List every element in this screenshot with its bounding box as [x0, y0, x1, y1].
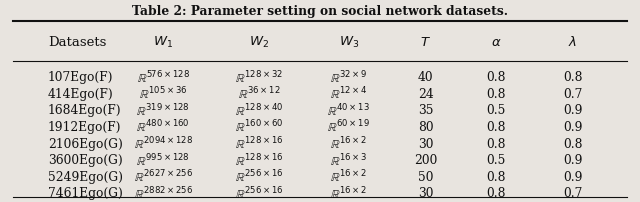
Text: 414Ego(F): 414Ego(F): [48, 88, 114, 101]
Text: 0.5: 0.5: [486, 104, 506, 117]
Text: $\mathbb{R}^{2094\times 128}$: $\mathbb{R}^{2094\times 128}$: [134, 136, 193, 152]
Text: $\mathbb{R}^{128\times 16}$: $\mathbb{R}^{128\times 16}$: [235, 136, 284, 152]
Text: 7461Ego(G): 7461Ego(G): [48, 187, 123, 200]
Text: $\mathbb{R}^{36\times 12}$: $\mathbb{R}^{36\times 12}$: [238, 86, 280, 103]
Text: $\mathbb{R}^{128\times 32}$: $\mathbb{R}^{128\times 32}$: [236, 69, 283, 86]
Text: 1912Ego(F): 1912Ego(F): [48, 121, 122, 134]
Text: $\mathbb{R}^{576\times 128}$: $\mathbb{R}^{576\times 128}$: [136, 69, 190, 86]
Text: $\mathbb{R}^{319\times 128}$: $\mathbb{R}^{319\times 128}$: [136, 103, 190, 119]
Text: $\mathbb{R}^{995\times 128}$: $\mathbb{R}^{995\times 128}$: [136, 152, 190, 169]
Text: $\alpha$: $\alpha$: [491, 36, 501, 49]
Text: $\mathbb{R}^{12\times 4}$: $\mathbb{R}^{12\times 4}$: [330, 86, 367, 103]
Text: 1684Ego(F): 1684Ego(F): [48, 104, 122, 117]
Text: 30: 30: [418, 138, 433, 150]
Text: 0.9: 0.9: [563, 154, 582, 167]
Text: $\mathbb{R}^{160\times 60}$: $\mathbb{R}^{160\times 60}$: [235, 119, 284, 136]
Text: $\mathbb{R}^{60\times 19}$: $\mathbb{R}^{60\times 19}$: [328, 119, 370, 136]
Text: 0.8: 0.8: [563, 71, 582, 84]
Text: $\mathbb{R}^{480\times 160}$: $\mathbb{R}^{480\times 160}$: [136, 119, 190, 136]
Text: 0.7: 0.7: [563, 88, 582, 101]
Text: $\mathbb{R}^{256\times 16}$: $\mathbb{R}^{256\times 16}$: [235, 169, 284, 185]
Text: 0.8: 0.8: [486, 88, 506, 101]
Text: $\mathbb{R}^{40\times 13}$: $\mathbb{R}^{40\times 13}$: [328, 103, 370, 119]
Text: 0.8: 0.8: [486, 171, 506, 184]
Text: $\mathbb{R}^{128\times 40}$: $\mathbb{R}^{128\times 40}$: [235, 103, 284, 119]
Text: Datasets: Datasets: [48, 36, 106, 49]
Text: $W_3$: $W_3$: [339, 35, 359, 50]
Text: 40: 40: [418, 71, 433, 84]
Text: $\mathbb{R}^{2627\times 256}$: $\mathbb{R}^{2627\times 256}$: [134, 169, 193, 185]
Text: 35: 35: [418, 104, 433, 117]
Text: 0.8: 0.8: [486, 187, 506, 200]
Text: $T$: $T$: [420, 36, 431, 49]
Text: $\mathbb{R}^{105\times 36}$: $\mathbb{R}^{105\times 36}$: [139, 86, 188, 103]
Text: Table 2: Parameter setting on social network datasets.: Table 2: Parameter setting on social net…: [132, 5, 508, 18]
Text: 80: 80: [418, 121, 433, 134]
Text: 30: 30: [418, 187, 433, 200]
Text: 50: 50: [418, 171, 433, 184]
Text: 24: 24: [418, 88, 433, 101]
Text: 0.9: 0.9: [563, 121, 582, 134]
Text: $W_1$: $W_1$: [153, 35, 173, 50]
Text: 3600Ego(G): 3600Ego(G): [48, 154, 123, 167]
Text: $\mathbb{R}^{16\times 2}$: $\mathbb{R}^{16\times 2}$: [330, 136, 367, 152]
Text: $\mathbb{R}^{2882\times 256}$: $\mathbb{R}^{2882\times 256}$: [134, 185, 193, 202]
Text: 0.9: 0.9: [563, 171, 582, 184]
Text: 0.8: 0.8: [486, 138, 506, 150]
Text: 0.8: 0.8: [563, 138, 582, 150]
Text: $\mathbb{R}^{16\times 2}$: $\mathbb{R}^{16\times 2}$: [330, 169, 367, 185]
Text: $\mathbb{R}^{16\times 2}$: $\mathbb{R}^{16\times 2}$: [330, 185, 367, 202]
Text: $\lambda$: $\lambda$: [568, 35, 577, 49]
Text: 0.9: 0.9: [563, 104, 582, 117]
Text: 5249Ego(G): 5249Ego(G): [48, 171, 123, 184]
Text: 0.8: 0.8: [486, 71, 506, 84]
Text: $\mathbb{R}^{256\times 16}$: $\mathbb{R}^{256\times 16}$: [235, 185, 284, 202]
Text: 0.8: 0.8: [486, 121, 506, 134]
Text: $\mathbb{R}^{128\times 16}$: $\mathbb{R}^{128\times 16}$: [235, 152, 284, 169]
Text: 0.7: 0.7: [563, 187, 582, 200]
Text: 107Ego(F): 107Ego(F): [48, 71, 113, 84]
Text: $\mathbb{R}^{16\times 3}$: $\mathbb{R}^{16\times 3}$: [330, 152, 367, 169]
Text: 200: 200: [414, 154, 437, 167]
Text: 0.5: 0.5: [486, 154, 506, 167]
Text: $W_2$: $W_2$: [249, 35, 269, 50]
Text: 2106Ego(G): 2106Ego(G): [48, 138, 123, 150]
Text: $\mathbb{R}^{32\times 9}$: $\mathbb{R}^{32\times 9}$: [330, 69, 367, 86]
